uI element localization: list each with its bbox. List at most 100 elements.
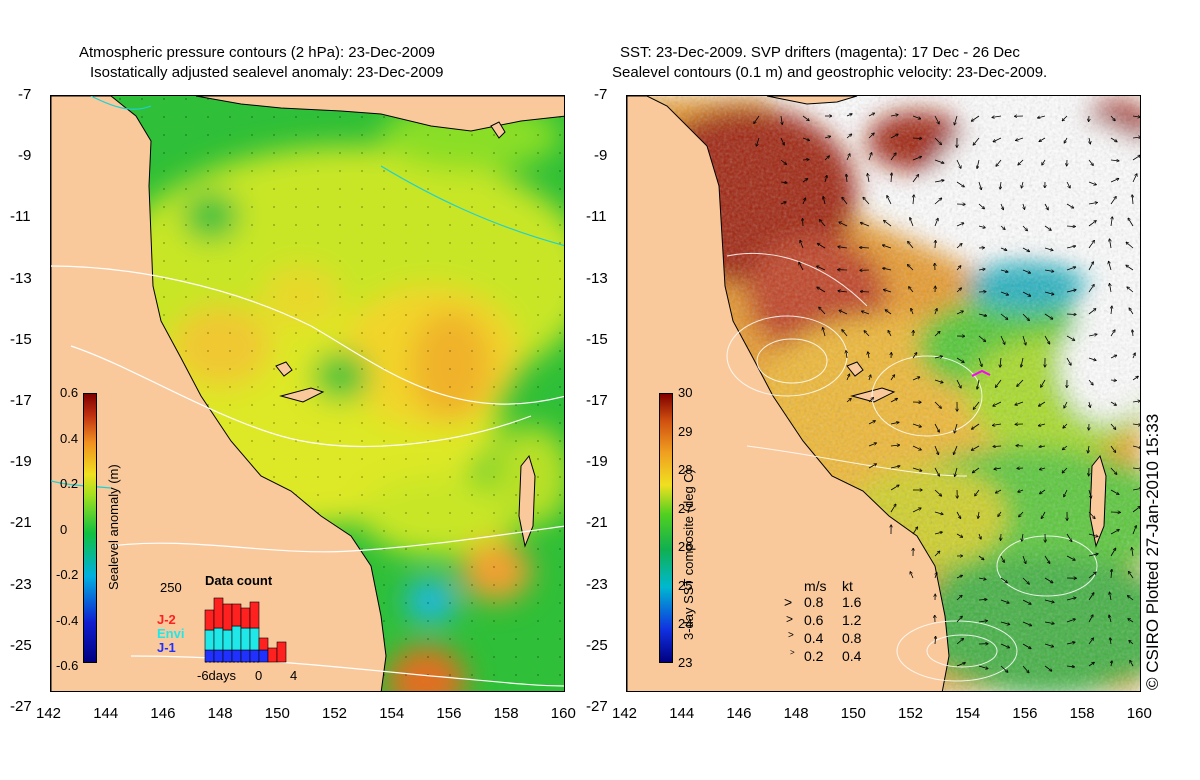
y-tick-right-6: -19 bbox=[586, 453, 608, 471]
copyright-label: © CSIRO Plotted 27-Jan-2010 15:33 bbox=[1143, 413, 1162, 690]
y-tick-right-9: -25 bbox=[586, 636, 608, 654]
y-tick-right-10: -27 bbox=[586, 698, 608, 715]
velocity-legend-arrow-1: > bbox=[786, 612, 794, 626]
x-tick-left-6: 154 bbox=[379, 705, 405, 722]
x-tick-right-2: 146 bbox=[726, 705, 752, 722]
velocity-legend-kt-0: 1.6 bbox=[842, 594, 862, 610]
x-tick-right-0: 142 bbox=[612, 705, 638, 722]
sla-cbar-tick-0: 0.6 bbox=[60, 385, 79, 400]
sst-map[interactable] bbox=[626, 95, 1141, 692]
islands-sst bbox=[846, 361, 1107, 548]
sealevel-map-svg bbox=[51, 96, 564, 691]
velocity-legend: m/s kt >0.8 1.6 >0.6 1.2 >0.4 0.8 >0.2 0.4 bbox=[780, 578, 890, 668]
y-tick-left-9: -25 bbox=[10, 636, 32, 654]
sst-cbar-tick-3: 27 bbox=[678, 500, 693, 516]
left-title-line2: Isostatically adjusted sealevel anomaly:… bbox=[90, 64, 444, 81]
data-count-xlabel-start: -6days bbox=[197, 668, 237, 683]
velocity-legend-kt-3: 0.4 bbox=[842, 648, 862, 664]
new-guinea-land bbox=[195, 96, 564, 132]
x-tick-left-0: 142 bbox=[36, 705, 62, 722]
velocity-legend-arrow-0: > bbox=[784, 594, 793, 610]
sealevel-anomaly-map[interactable] bbox=[50, 95, 565, 692]
x-tick-left-2: 146 bbox=[150, 705, 176, 722]
x-tick-left-4: 150 bbox=[264, 705, 290, 722]
data-count-xlabel-end: 4 bbox=[290, 668, 298, 683]
right-title-line2: Sealevel contours (0.1 m) and geostrophi… bbox=[612, 64, 1048, 81]
x-tick-left-3: 148 bbox=[207, 705, 233, 722]
y-tick-right-7: -21 bbox=[586, 514, 608, 532]
sst-cbar-tick-6: 24 bbox=[678, 616, 693, 631]
y-tick-right-8: -23 bbox=[586, 575, 608, 593]
sst-colorbar bbox=[659, 393, 673, 663]
y-tick-right-1: -9 bbox=[594, 147, 608, 165]
sla-cbar-tick-2: 0.2 bbox=[60, 476, 79, 491]
velocity-legend-ms-0: 0.8 bbox=[804, 594, 824, 610]
x-tick-right-6: 154 bbox=[955, 705, 981, 722]
y-tick-left-1: -9 bbox=[18, 147, 32, 165]
right-title-line1: SST: 23-Dec-2009. SVP drifters (magenta)… bbox=[620, 44, 1020, 61]
x-tick-right-5: 152 bbox=[898, 705, 924, 722]
australia-land bbox=[51, 96, 387, 691]
velocity-legend-header-kt: kt bbox=[842, 578, 853, 594]
x-tick-left-7: 156 bbox=[436, 705, 462, 722]
y-tick-left-8: -23 bbox=[10, 575, 32, 593]
y-tick-left-5: -17 bbox=[10, 392, 32, 409]
sealevel-colorbar bbox=[83, 393, 97, 663]
y-tick-right-0: -7 bbox=[594, 86, 608, 103]
sst-cbar-tick-0: 30 bbox=[678, 385, 693, 400]
y-tick-right-3: -13 bbox=[586, 269, 608, 287]
y-tick-left-6: -19 bbox=[10, 453, 32, 471]
velocity-legend-kt-1: 1.2 bbox=[842, 612, 862, 628]
new-guinea-land-sst bbox=[766, 96, 858, 105]
velocity-legend-ms-2: 0.4 bbox=[804, 630, 824, 646]
x-tick-left-8: 158 bbox=[493, 705, 519, 722]
sla-cbar-tick-1: 0.4 bbox=[60, 430, 79, 446]
y-tick-right-4: -15 bbox=[586, 330, 608, 348]
velocity-legend-kt-2: 0.8 bbox=[842, 630, 862, 646]
sst-cbar-tick-7: 23 bbox=[678, 654, 693, 670]
sat-label-j2: J-2 bbox=[157, 612, 176, 627]
sst-cbar-tick-5: 25 bbox=[678, 577, 693, 593]
velocity-legend-ms-1: 0.6 bbox=[804, 612, 824, 628]
y-tick-left-10: -27 bbox=[10, 698, 32, 715]
x-tick-right-4: 150 bbox=[840, 705, 866, 722]
y-tick-left-7: -21 bbox=[10, 514, 32, 532]
x-tick-left-9: 160 bbox=[550, 705, 576, 722]
sst-cbar-tick-2: 28 bbox=[678, 462, 693, 477]
x-tick-right-3: 148 bbox=[783, 705, 809, 722]
sealevel-colorbar-label: Sealevel anomaly (m) bbox=[106, 464, 121, 590]
data-count-bars bbox=[204, 597, 287, 663]
sst-map-svg bbox=[627, 96, 1140, 691]
sat-label-j1: J-1 bbox=[157, 640, 176, 655]
y-tick-left-3: -13 bbox=[10, 269, 32, 287]
y-tick-left-0: -7 bbox=[18, 86, 32, 103]
velocity-legend-ms-3: 0.2 bbox=[804, 648, 824, 664]
sla-cbar-tick-5: -0.4 bbox=[56, 612, 79, 628]
geostrophic-velocity-arrows bbox=[754, 113, 1140, 672]
x-tick-right-8: 158 bbox=[1069, 705, 1095, 722]
x-tick-right-7: 156 bbox=[1012, 705, 1038, 722]
y-tick-right-2: -11 bbox=[586, 208, 607, 226]
sst-cbar-tick-4: 26 bbox=[678, 539, 693, 554]
data-count-xlabel-zero: 0 bbox=[255, 668, 263, 683]
x-tick-right-1: 144 bbox=[669, 705, 695, 722]
y-tick-right-5: -17 bbox=[586, 392, 608, 409]
y-tick-left-2: -11 bbox=[10, 208, 31, 226]
sla-cbar-tick-3: 0 bbox=[60, 521, 68, 537]
data-count-title: Data count bbox=[205, 573, 273, 588]
svp-drifter-track bbox=[971, 369, 991, 377]
sat-label-envi: Envi bbox=[157, 626, 185, 641]
velocity-legend-arrow-3: > bbox=[790, 648, 795, 657]
data-count-ymax: 250 bbox=[160, 580, 182, 595]
left-title-line1: Atmospheric pressure contours (2 hPa): 2… bbox=[79, 44, 436, 61]
islands bbox=[275, 121, 536, 548]
sealevel-zero-contour bbox=[51, 96, 564, 489]
x-tick-left-1: 144 bbox=[93, 705, 119, 722]
sla-cbar-tick-4: -0.2 bbox=[56, 567, 79, 582]
sst-colorbar-label: 3-day SST composite (deg C) bbox=[681, 469, 696, 640]
velocity-legend-arrow-2: > bbox=[788, 630, 794, 641]
x-tick-left-5: 152 bbox=[322, 705, 348, 722]
pressure-contours bbox=[51, 265, 564, 687]
data-count-inset: Data count 250 J-2 Envi J-1 -6days 0 4 bbox=[155, 570, 305, 690]
x-tick-right-9: 160 bbox=[1126, 705, 1152, 722]
